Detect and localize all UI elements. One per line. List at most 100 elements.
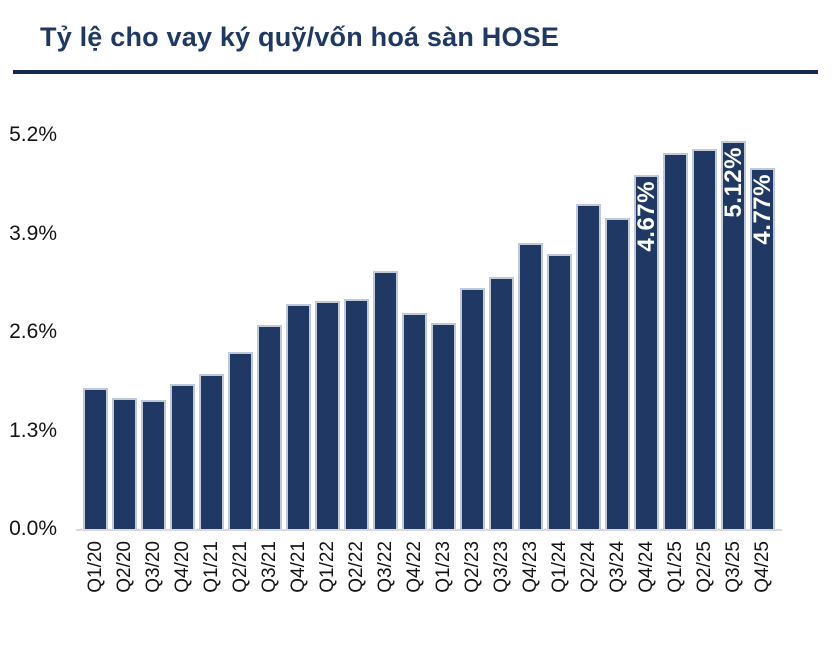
bar bbox=[373, 271, 398, 529]
bar-column bbox=[574, 135, 603, 529]
bar: 4.67% bbox=[632, 175, 660, 529]
x-tick: Q1/20 bbox=[81, 541, 110, 593]
title-underline bbox=[13, 70, 818, 74]
x-tick: Q3/22 bbox=[371, 541, 400, 593]
x-tick-label: Q3/23 bbox=[491, 541, 512, 593]
x-axis: Q1/20 Q2/20 Q3/20 Q4/20 Q1/21 Q2/21 Q3/21 Q4/21… bbox=[81, 541, 777, 621]
bar-column bbox=[458, 135, 487, 529]
y-tick-label: 1.3% bbox=[9, 418, 57, 442]
bar: 4.77% bbox=[748, 167, 776, 529]
x-tick-label: Q4/23 bbox=[520, 541, 541, 593]
x-tick: Q2/21 bbox=[226, 541, 255, 593]
bar bbox=[460, 288, 485, 529]
x-tick: Q2/24 bbox=[574, 541, 603, 593]
x-tick: Q4/25 bbox=[748, 541, 777, 593]
bar-column bbox=[313, 135, 342, 529]
bar-column bbox=[371, 135, 400, 529]
x-tick-label: Q3/20 bbox=[143, 541, 164, 593]
bar bbox=[228, 352, 253, 529]
x-tick: Q4/21 bbox=[284, 541, 313, 593]
x-tick: Q4/20 bbox=[168, 541, 197, 593]
x-tick-label: Q2/21 bbox=[230, 541, 251, 593]
bar-column bbox=[139, 135, 168, 529]
x-tick-label: Q1/21 bbox=[201, 541, 222, 593]
x-tick: Q1/21 bbox=[197, 541, 226, 593]
x-tick: Q2/22 bbox=[342, 541, 371, 593]
x-tick-label: Q1/25 bbox=[665, 541, 686, 593]
bar-column bbox=[516, 135, 545, 529]
bar-column bbox=[400, 135, 429, 529]
x-tick-label: Q1/24 bbox=[549, 541, 570, 593]
bar bbox=[692, 148, 717, 529]
x-tick-label: Q4/21 bbox=[288, 541, 309, 593]
x-tick-label: Q1/20 bbox=[85, 541, 106, 593]
y-tick-label: 0.0% bbox=[9, 517, 57, 540]
x-tick: Q3/20 bbox=[139, 541, 168, 593]
bar bbox=[489, 277, 514, 529]
bar-column bbox=[661, 135, 690, 529]
x-tick: Q3/21 bbox=[255, 541, 284, 593]
bar bbox=[112, 397, 137, 529]
x-tick: Q3/25 bbox=[719, 541, 748, 593]
x-tick-label: Q2/22 bbox=[346, 541, 367, 593]
x-tick-label: Q2/24 bbox=[578, 541, 599, 593]
x-tick-label: Q4/25 bbox=[752, 541, 773, 593]
bar-value-label: 4.67% bbox=[632, 181, 660, 252]
bar-column bbox=[255, 135, 284, 529]
x-tick-label: Q4/24 bbox=[636, 541, 657, 593]
bar-column bbox=[110, 135, 139, 529]
x-tick: Q3/23 bbox=[487, 541, 516, 593]
bar-column: 5.12% bbox=[719, 135, 748, 529]
bar-column bbox=[81, 135, 110, 529]
bar-column bbox=[429, 135, 458, 529]
x-tick-label: Q1/22 bbox=[317, 541, 338, 593]
bar bbox=[344, 298, 369, 529]
bar bbox=[286, 303, 311, 529]
bar bbox=[170, 383, 195, 529]
bar-column bbox=[545, 135, 574, 529]
bar bbox=[663, 153, 688, 529]
x-tick: Q2/25 bbox=[690, 541, 719, 593]
x-tick: Q1/23 bbox=[429, 541, 458, 593]
bar bbox=[83, 388, 108, 529]
bar bbox=[257, 325, 282, 529]
x-tick: Q2/20 bbox=[110, 541, 139, 593]
chart-title: Tỷ lệ cho vay ký quỹ/vốn hoá sàn HOSE bbox=[40, 22, 560, 52]
x-tick-label: Q3/22 bbox=[375, 541, 396, 593]
bar bbox=[605, 218, 630, 529]
bar-column bbox=[284, 135, 313, 529]
bar bbox=[547, 253, 572, 529]
x-tick: Q1/24 bbox=[545, 541, 574, 593]
x-tick: Q4/23 bbox=[516, 541, 545, 593]
y-tick-label: 2.6% bbox=[9, 320, 57, 343]
bar: 5.12% bbox=[719, 141, 747, 529]
bar-column bbox=[690, 135, 719, 529]
bar bbox=[199, 373, 224, 529]
bar-column: 4.77% bbox=[748, 135, 777, 529]
bar-value-label: 5.12% bbox=[719, 147, 747, 218]
bar-column bbox=[342, 135, 371, 529]
x-tick-label: Q2/25 bbox=[694, 541, 715, 593]
bar-column bbox=[603, 135, 632, 529]
x-tick-label: Q4/22 bbox=[404, 541, 425, 593]
bar-column bbox=[226, 135, 255, 529]
bar-chart-plot: 4.67% 5.12% 4.77% bbox=[81, 135, 777, 529]
bar bbox=[576, 203, 601, 529]
x-tick: Q1/25 bbox=[661, 541, 690, 593]
bar-column bbox=[487, 135, 516, 529]
bar bbox=[518, 242, 543, 529]
x-tick: Q1/22 bbox=[313, 541, 342, 593]
bar-column: 4.67% bbox=[632, 135, 661, 529]
bar-column bbox=[197, 135, 226, 529]
bar-column bbox=[168, 135, 197, 529]
bar bbox=[431, 322, 456, 529]
bar bbox=[315, 300, 340, 529]
x-tick-label: Q3/24 bbox=[607, 541, 628, 593]
bar bbox=[402, 313, 427, 529]
x-axis-line bbox=[76, 529, 782, 531]
x-tick-label: Q2/20 bbox=[114, 541, 135, 593]
x-tick-label: Q3/25 bbox=[723, 541, 744, 593]
x-tick-label: Q3/21 bbox=[259, 541, 280, 593]
bar-value-label: 4.77% bbox=[748, 173, 776, 245]
x-tick: Q4/24 bbox=[632, 541, 661, 593]
